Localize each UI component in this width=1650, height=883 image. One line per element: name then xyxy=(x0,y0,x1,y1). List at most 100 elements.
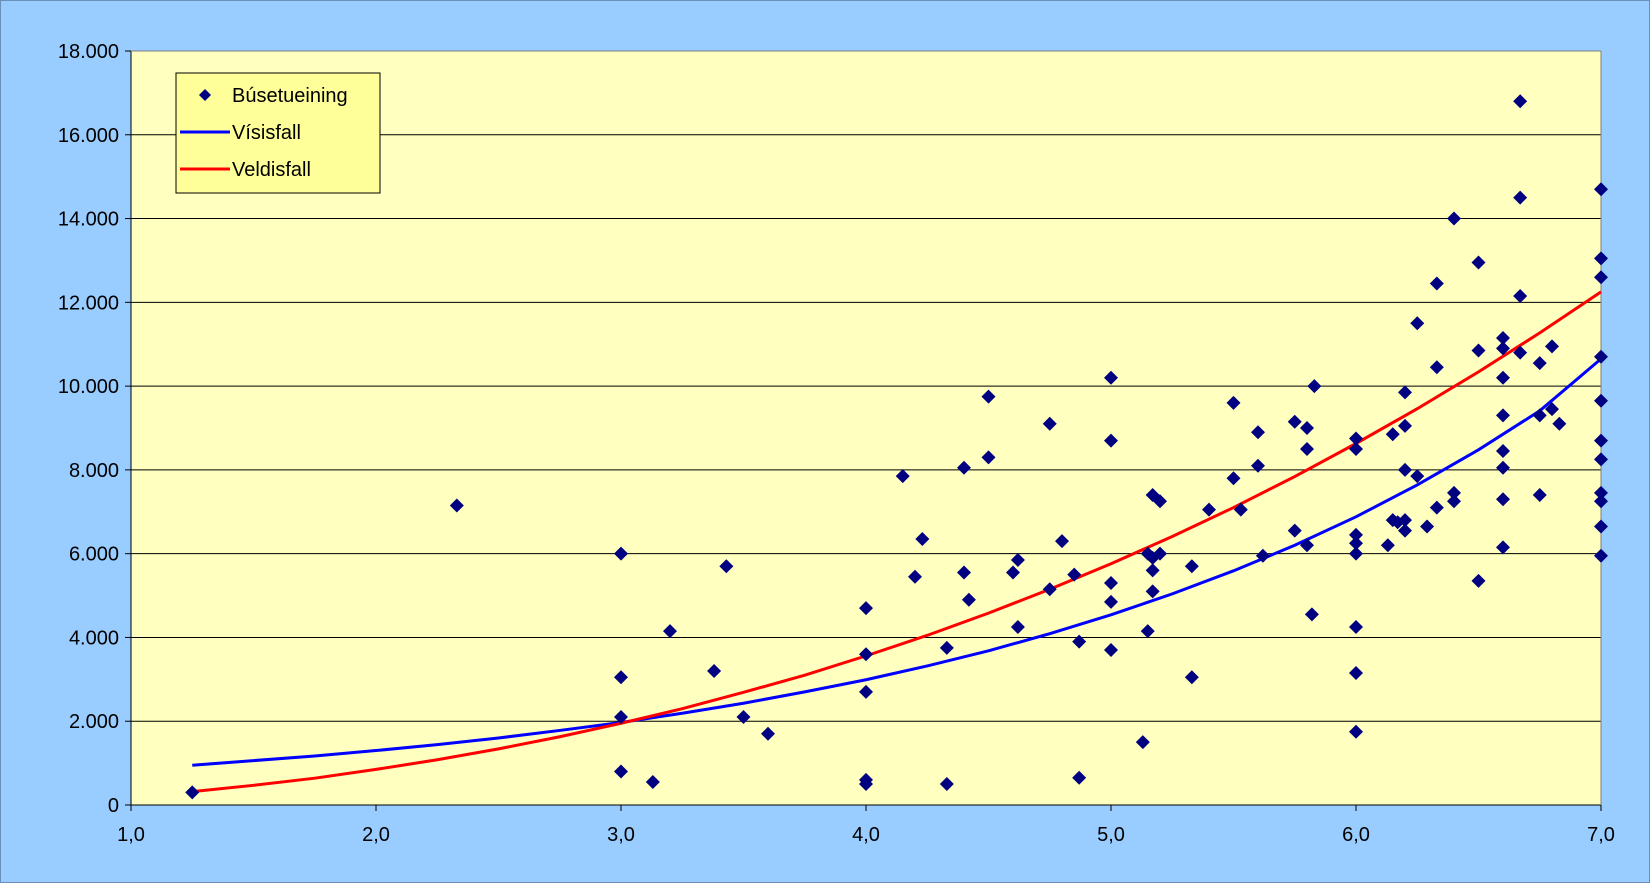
tick-labels: 0 2.000 4.000 6.000 8.000 10.000 12.000 14.000 1… xyxy=(58,41,1615,846)
data-point xyxy=(1594,519,1608,534)
data-point xyxy=(1410,469,1425,484)
data-point xyxy=(1042,582,1057,597)
y-tick-label: 18.000 xyxy=(58,41,119,63)
y-tick-label: 14.000 xyxy=(58,209,119,231)
data-point xyxy=(1104,594,1118,609)
data-point xyxy=(1251,425,1265,440)
data-point xyxy=(1532,408,1547,423)
data-point xyxy=(614,764,628,779)
data-point xyxy=(1496,444,1510,459)
y-tick-label: 16.000 xyxy=(58,125,119,147)
data-point xyxy=(1349,666,1363,681)
data-point xyxy=(1287,414,1302,429)
data-point xyxy=(1349,546,1363,561)
data-point xyxy=(1594,485,1608,500)
data-point xyxy=(614,670,628,685)
y-tick-label: 2.000 xyxy=(69,711,119,733)
data-point xyxy=(1300,421,1314,435)
data-point xyxy=(1067,567,1082,582)
data-point xyxy=(1594,494,1608,509)
data-point xyxy=(1545,402,1559,417)
data-point xyxy=(908,569,922,584)
data-point xyxy=(859,601,873,616)
data-point xyxy=(1496,330,1510,345)
data-point xyxy=(961,592,976,607)
data-point xyxy=(761,726,775,741)
data-point xyxy=(1349,431,1363,446)
data-point xyxy=(859,647,873,662)
y-tick-label: 6.000 xyxy=(69,544,119,566)
data-point xyxy=(1349,527,1363,542)
data-point xyxy=(915,532,930,547)
data-point xyxy=(1300,538,1314,553)
data-point xyxy=(1380,538,1395,553)
data-point xyxy=(1496,460,1510,475)
data-point xyxy=(1545,339,1559,354)
scatter-points xyxy=(185,94,1608,800)
data-point xyxy=(1398,418,1412,433)
x-tick-label: 5,0 xyxy=(1097,824,1125,846)
data-point xyxy=(1307,379,1322,394)
data-point xyxy=(1398,462,1412,477)
x-tick-label: 4,0 xyxy=(852,824,880,846)
data-point xyxy=(1300,441,1314,456)
x-tick-label: 1,0 xyxy=(117,824,145,846)
data-point xyxy=(1184,559,1199,574)
axes xyxy=(125,50,1602,811)
data-point xyxy=(1496,341,1510,356)
data-point xyxy=(1140,624,1155,639)
exponential-trendline xyxy=(192,357,1602,767)
data-point xyxy=(1104,575,1118,590)
data-point xyxy=(859,777,873,792)
data-point xyxy=(719,559,734,574)
data-point xyxy=(1072,770,1087,785)
data-point xyxy=(957,460,971,475)
data-point xyxy=(1072,634,1087,649)
data-point xyxy=(1594,393,1608,408)
data-point xyxy=(981,389,996,404)
data-point xyxy=(1349,536,1363,551)
data-point xyxy=(939,640,954,655)
data-point xyxy=(1594,182,1608,197)
data-point xyxy=(1010,552,1025,567)
data-point xyxy=(1202,502,1216,517)
x-tick-label: 2,0 xyxy=(362,824,390,846)
data-point xyxy=(1349,619,1363,634)
legend-label: Veldisfall xyxy=(232,159,311,181)
y-tick-label: 8.000 xyxy=(69,460,119,482)
data-point xyxy=(1145,584,1160,599)
data-point xyxy=(1349,441,1363,456)
data-point xyxy=(981,450,996,465)
y-tick-label: 12.000 xyxy=(58,292,119,314)
data-point xyxy=(1233,502,1248,517)
data-point xyxy=(1304,607,1319,622)
data-point xyxy=(1398,385,1412,400)
data-point xyxy=(895,469,910,484)
data-point xyxy=(1429,360,1444,375)
data-point xyxy=(1552,416,1567,431)
data-point xyxy=(1410,316,1425,331)
data-point xyxy=(1226,395,1241,410)
y-tick-label: 10.000 xyxy=(58,376,119,398)
data-point xyxy=(1513,289,1528,304)
data-point xyxy=(1287,523,1302,538)
legend-label: Búsetueining xyxy=(232,85,348,107)
data-point xyxy=(1513,345,1528,360)
data-point xyxy=(1594,270,1608,285)
data-point xyxy=(1496,492,1510,507)
data-point xyxy=(1594,548,1608,563)
data-point xyxy=(1153,546,1167,561)
data-point xyxy=(1042,416,1057,431)
data-point xyxy=(1398,523,1412,538)
data-point xyxy=(1429,500,1444,515)
power-trendline xyxy=(192,290,1602,794)
data-point xyxy=(1496,408,1510,423)
data-point xyxy=(1496,370,1510,385)
data-point xyxy=(1153,494,1167,509)
y-tick-label: 0 xyxy=(108,795,119,817)
data-point xyxy=(1594,349,1608,364)
data-point xyxy=(1471,573,1486,588)
legend: Búsetueining Vísisfall Veldisfall xyxy=(175,72,381,194)
data-point xyxy=(1104,643,1118,658)
